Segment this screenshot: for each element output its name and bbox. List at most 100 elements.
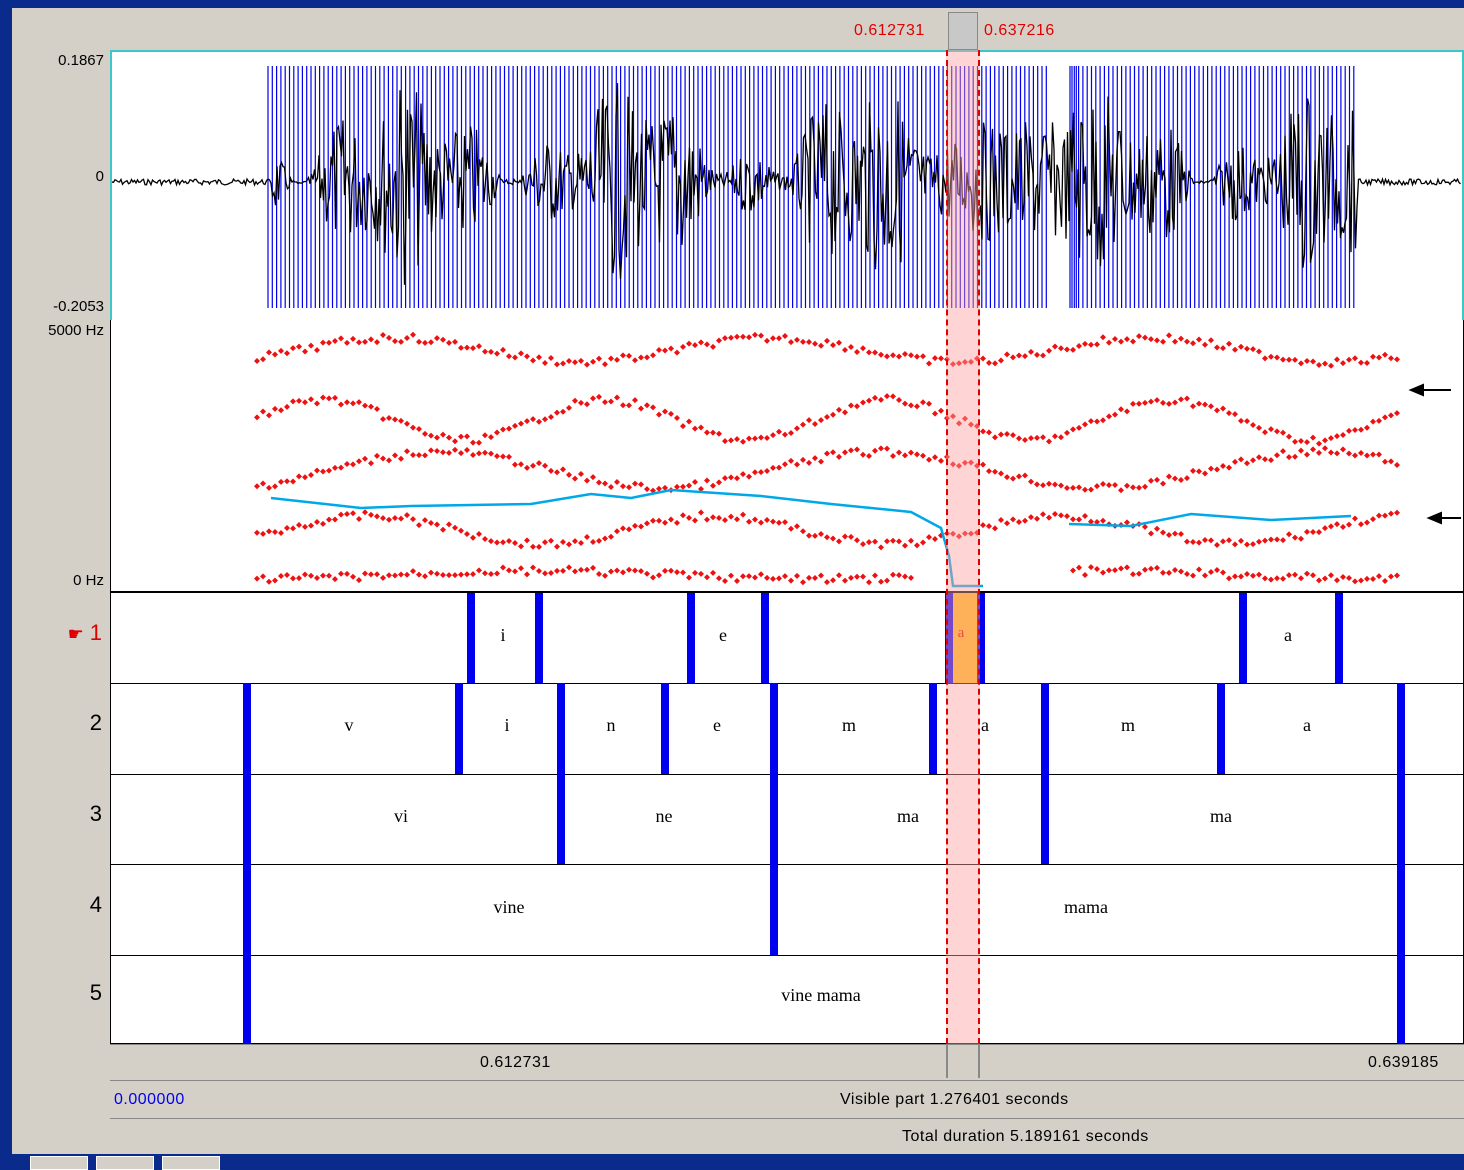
formant-dot bbox=[1256, 348, 1262, 355]
formant-dot bbox=[1160, 399, 1166, 406]
formant-dot bbox=[1172, 399, 1178, 406]
textgrid-tiers-panel[interactable]: i e a a v i n e m a m a vi ne ma ma vine… bbox=[110, 592, 1464, 1045]
visible-part-bar[interactable]: 0.000000 Visible part 1.276401 seconds bbox=[110, 1080, 1464, 1116]
formant-dot bbox=[686, 340, 692, 347]
tier-2-label[interactable]: m bbox=[841, 715, 857, 735]
formant-dot bbox=[842, 409, 848, 416]
formant-dot bbox=[866, 539, 872, 546]
tier-3-label[interactable]: ne bbox=[655, 806, 673, 826]
formant-dot bbox=[608, 398, 614, 405]
tier-3-label[interactable]: ma bbox=[1210, 806, 1232, 826]
formant-dot bbox=[278, 529, 284, 536]
formant-dot bbox=[530, 357, 536, 364]
formant-dot bbox=[686, 418, 692, 425]
formant-dot bbox=[878, 544, 884, 551]
tier-4-label[interactable]: vine bbox=[493, 897, 525, 917]
tier-2-label[interactable]: m bbox=[1120, 715, 1136, 735]
formant-dot bbox=[1172, 475, 1178, 482]
formant-dot bbox=[1052, 433, 1058, 440]
tier-2-label[interactable]: i bbox=[504, 715, 510, 735]
formant-dot bbox=[1298, 535, 1304, 542]
formant-dot bbox=[1202, 341, 1208, 348]
formant-dot bbox=[278, 478, 284, 485]
tier-4-label[interactable]: mama bbox=[1064, 897, 1108, 917]
formant-dot bbox=[1016, 435, 1022, 442]
tier-2-number[interactable]: 2 bbox=[89, 710, 102, 735]
tier-1-label[interactable]: e bbox=[719, 625, 727, 645]
tier-3-number[interactable]: 3 bbox=[89, 801, 102, 826]
formant-dot bbox=[1292, 534, 1298, 541]
formant-dot bbox=[1196, 566, 1202, 573]
formant-dot bbox=[1082, 513, 1088, 520]
formant-dot bbox=[788, 429, 794, 436]
tier-5-label[interactable]: vine mama bbox=[781, 985, 861, 1005]
tier-2-label[interactable]: a bbox=[1303, 715, 1311, 735]
formant-dot bbox=[632, 522, 638, 529]
tier-3-label[interactable]: vi bbox=[393, 806, 409, 826]
formant-dot bbox=[1310, 529, 1316, 536]
formant-dot bbox=[674, 415, 680, 422]
spectrogram-panel[interactable] bbox=[110, 320, 1464, 592]
formant-dot bbox=[800, 528, 806, 535]
formant-dot bbox=[1070, 346, 1076, 353]
formant-dot bbox=[1250, 346, 1256, 353]
formant-dot bbox=[1100, 569, 1106, 576]
tier-5-number[interactable]: 5 bbox=[89, 980, 102, 1005]
tier-1-number[interactable]: ☛ 1 bbox=[67, 620, 102, 645]
formant-dot bbox=[854, 446, 860, 453]
formant-dot bbox=[710, 429, 716, 436]
formant-dot bbox=[1364, 519, 1370, 526]
tier-2-label[interactable]: n bbox=[606, 715, 616, 735]
formant-dot bbox=[554, 409, 560, 416]
formant-dot bbox=[1076, 516, 1082, 523]
formant-dot bbox=[320, 572, 326, 579]
formant-dot bbox=[1292, 453, 1298, 460]
time-axis-bar[interactable]: 0.612731 0.639185 bbox=[110, 1044, 1464, 1078]
formant-dot bbox=[458, 571, 464, 578]
tier-2-label[interactable]: v bbox=[344, 715, 354, 735]
tier-1-label-selected[interactable]: a bbox=[957, 625, 965, 641]
selection-time-box[interactable] bbox=[946, 1045, 980, 1078]
formant-dot bbox=[1202, 537, 1208, 544]
tier-1-label[interactable]: a bbox=[1284, 625, 1292, 645]
formant-dot bbox=[254, 575, 260, 582]
tier-separator bbox=[111, 864, 1464, 865]
formant-dot bbox=[668, 345, 674, 352]
formant-dot bbox=[1316, 361, 1322, 368]
total-duration-bar[interactable]: Total duration 5.189161 seconds bbox=[110, 1118, 1464, 1152]
formant-dot bbox=[938, 457, 944, 464]
formant-dot bbox=[446, 521, 452, 528]
tier-3-label[interactable]: ma bbox=[897, 806, 919, 826]
formant-dot bbox=[482, 348, 488, 355]
formant-dot bbox=[1124, 336, 1130, 343]
formant-dot bbox=[590, 358, 596, 365]
tier-1-label[interactable]: i bbox=[500, 625, 506, 645]
formant-dot bbox=[1082, 421, 1088, 428]
formant-dot bbox=[356, 458, 362, 465]
formant-dot bbox=[1214, 541, 1220, 548]
tier-2-label[interactable]: e bbox=[713, 715, 721, 735]
formant-dot bbox=[572, 359, 578, 366]
formant-dot bbox=[1022, 472, 1028, 479]
formant-dot bbox=[878, 396, 884, 403]
formant-dot bbox=[764, 574, 770, 581]
formant-dot bbox=[1118, 487, 1124, 494]
formant-dot bbox=[434, 448, 440, 455]
formant-dot bbox=[1334, 521, 1340, 528]
formant-dot bbox=[1310, 572, 1316, 579]
formant-dot bbox=[968, 421, 974, 428]
selection-handle[interactable] bbox=[948, 12, 978, 50]
tier-4-number[interactable]: 4 bbox=[89, 892, 102, 917]
formant-dot bbox=[710, 569, 716, 576]
formant-dot bbox=[1328, 449, 1334, 456]
formant-dot bbox=[1340, 574, 1346, 581]
tier-2-label[interactable]: a bbox=[981, 715, 989, 735]
formant-dot bbox=[1376, 573, 1382, 580]
waveform-svg bbox=[112, 66, 1461, 308]
waveform-panel[interactable] bbox=[110, 50, 1464, 322]
formant-dot bbox=[722, 475, 728, 482]
formant-dot bbox=[1016, 518, 1022, 525]
formant-dot bbox=[1256, 424, 1262, 431]
formant-dot bbox=[1178, 476, 1184, 483]
formant-dot bbox=[1046, 438, 1052, 445]
